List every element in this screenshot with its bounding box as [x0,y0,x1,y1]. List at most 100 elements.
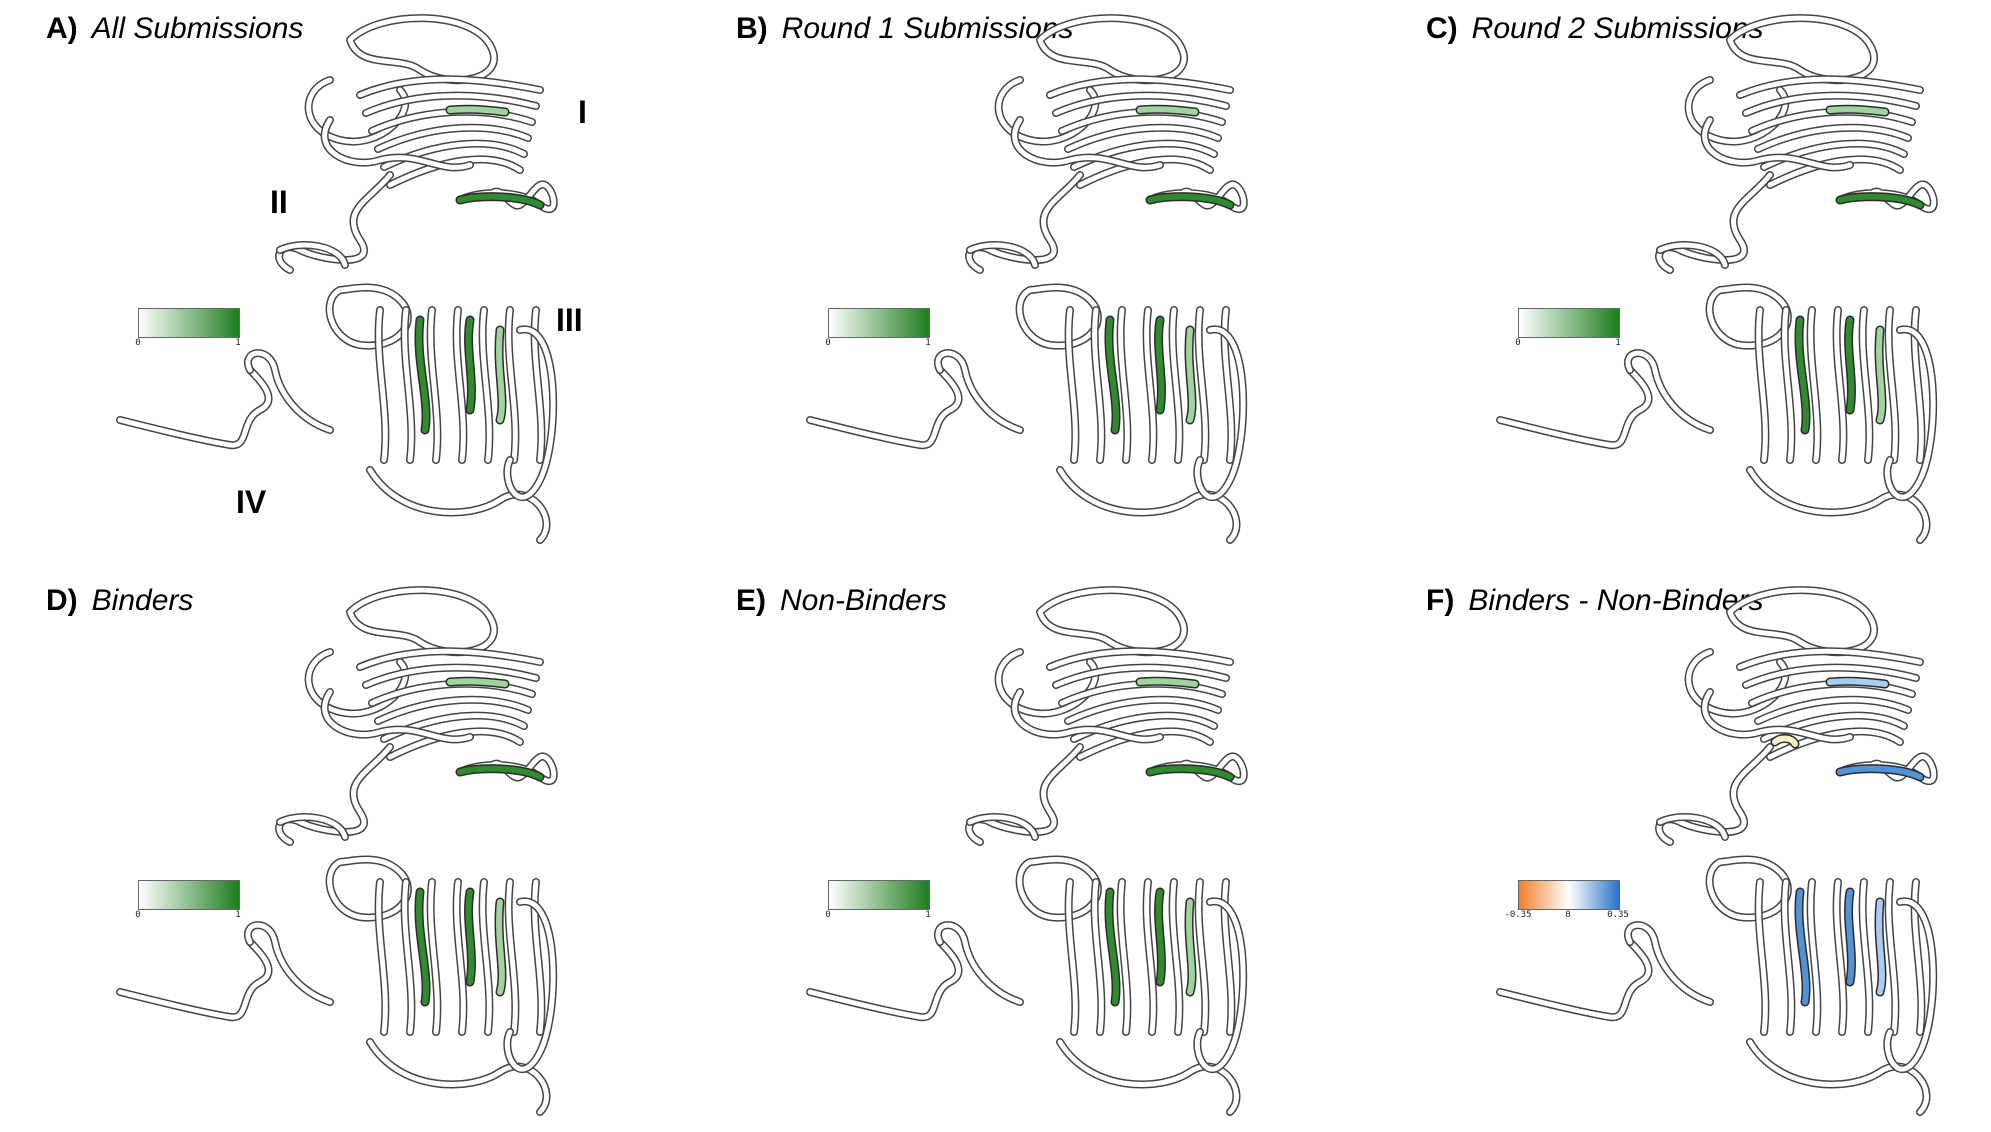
panel-header: C) Round 2 Submissions [1426,12,1763,46]
top-strand [1767,728,1903,760]
protein-structure [1496,14,1938,544]
top-barrel-loop [996,649,1098,716]
tail [1497,939,1652,1020]
tail [807,939,962,1020]
lower-strand [428,307,440,463]
mid-loop [1012,117,1163,170]
lower-strand [532,879,544,1035]
lower-strand [1196,879,1208,1035]
panel-d: D) Binders 0 1 [0,572,663,1132]
lower-strand [1222,307,1234,463]
panel-header: A) All Submissions [46,12,303,46]
lower-strand [1834,307,1846,463]
strand-highlight [1796,317,1809,433]
top-barrel-loop [1686,649,1788,716]
panel-letter: B) [736,12,768,45]
strand-highlight [1106,317,1119,433]
colorbar-gradient [138,880,240,910]
top-barrel-loop [996,77,1098,144]
panel-b: B) Round 1 Submissions 0 1 [690,0,1353,560]
domain-label-iv: IV [236,484,267,520]
lower-strand [532,307,544,463]
linker-arrow [967,814,1038,840]
top-loop [1037,15,1187,83]
tail [117,367,272,448]
top-barrel-loop [306,77,408,144]
tail-loop [245,350,333,433]
lower-loop [1707,285,1791,349]
domain-label-i: I [578,94,587,130]
lower-strand [1912,879,1924,1035]
helix-highlight [1147,193,1233,208]
helix-highlight [1837,193,1923,208]
lower-strand [402,307,414,463]
lower-strand [1756,879,1768,1035]
colorbar: 0 1 [825,880,931,920]
bottom-loop [1747,467,1929,543]
bottom-loop-outline [366,466,551,544]
strand-highlight [1845,317,1855,413]
helix-highlight [457,193,543,208]
protein-structure [806,586,1248,1116]
lower-strand [1144,307,1156,463]
panel-e: E) Non-Binders 0 1 [690,572,1353,1132]
lower-strand [1860,879,1872,1035]
mid-loop [1702,689,1853,742]
bottom-loop-outline [366,1038,551,1116]
top-strand [1743,93,1919,116]
colorbar-tick-label: 0 [135,338,141,348]
top-strand [1737,76,1923,98]
top-loop [347,15,497,83]
top-strand [1047,76,1233,98]
panel-header: D) Binders [46,584,193,618]
mid-loop [322,689,473,742]
strand-highlight [416,889,429,1005]
lower-loop [327,285,411,349]
top-barrel-loop [306,649,408,716]
lower-strand [1092,307,1104,463]
top-strand [375,125,531,152]
colorbar-tick-label: 0 [825,910,831,920]
linker-arrow [1657,814,1728,840]
lower-loop [1017,857,1101,921]
strand-highlight [1827,106,1888,115]
protein-structure [806,14,1248,544]
strand-highlight [1876,899,1885,995]
bottom-loop [1057,1039,1239,1115]
lower-strand [376,879,388,1035]
colorbar-tick-label: 0 [825,338,831,348]
top-loop [347,587,497,655]
panel-title: Binders [91,584,194,617]
strand-highlight [416,317,429,433]
right-loop [1194,899,1246,1072]
top-strand [1077,728,1213,760]
lower-strand [1834,879,1846,1035]
right-loop [1884,327,1936,500]
helix-highlight [1837,765,1923,780]
linker-arrow [277,242,348,268]
lower-strand [1170,879,1182,1035]
bottom-loop-outline [1746,466,1931,544]
strand-highlight [1137,106,1198,115]
lower-strand [1860,307,1872,463]
top-strand [1065,697,1221,724]
tail-loop [1625,922,1713,1005]
colorbar-tick-label: 1 [235,910,241,920]
tail-loop-outline [1624,349,1714,434]
tail [117,939,272,1020]
panel-title: Binders - Non-Binders [1468,584,1764,617]
helix-highlight [1147,765,1233,780]
right-loop [1884,899,1936,1072]
linker-arrow [277,814,348,840]
top-strand [357,76,543,98]
linker-arrow [967,242,1038,268]
panel-title: Non-Binders [780,584,947,617]
bottom-loop [367,1039,549,1115]
lower-strand [480,879,492,1035]
lower-strand [1782,307,1794,463]
colorbar-tick-label: 1 [925,338,931,348]
top-strand [1737,648,1923,670]
strand-highlight [447,678,508,687]
panel-c: C) Round 2 Submissions 0 1 [1380,0,1991,560]
